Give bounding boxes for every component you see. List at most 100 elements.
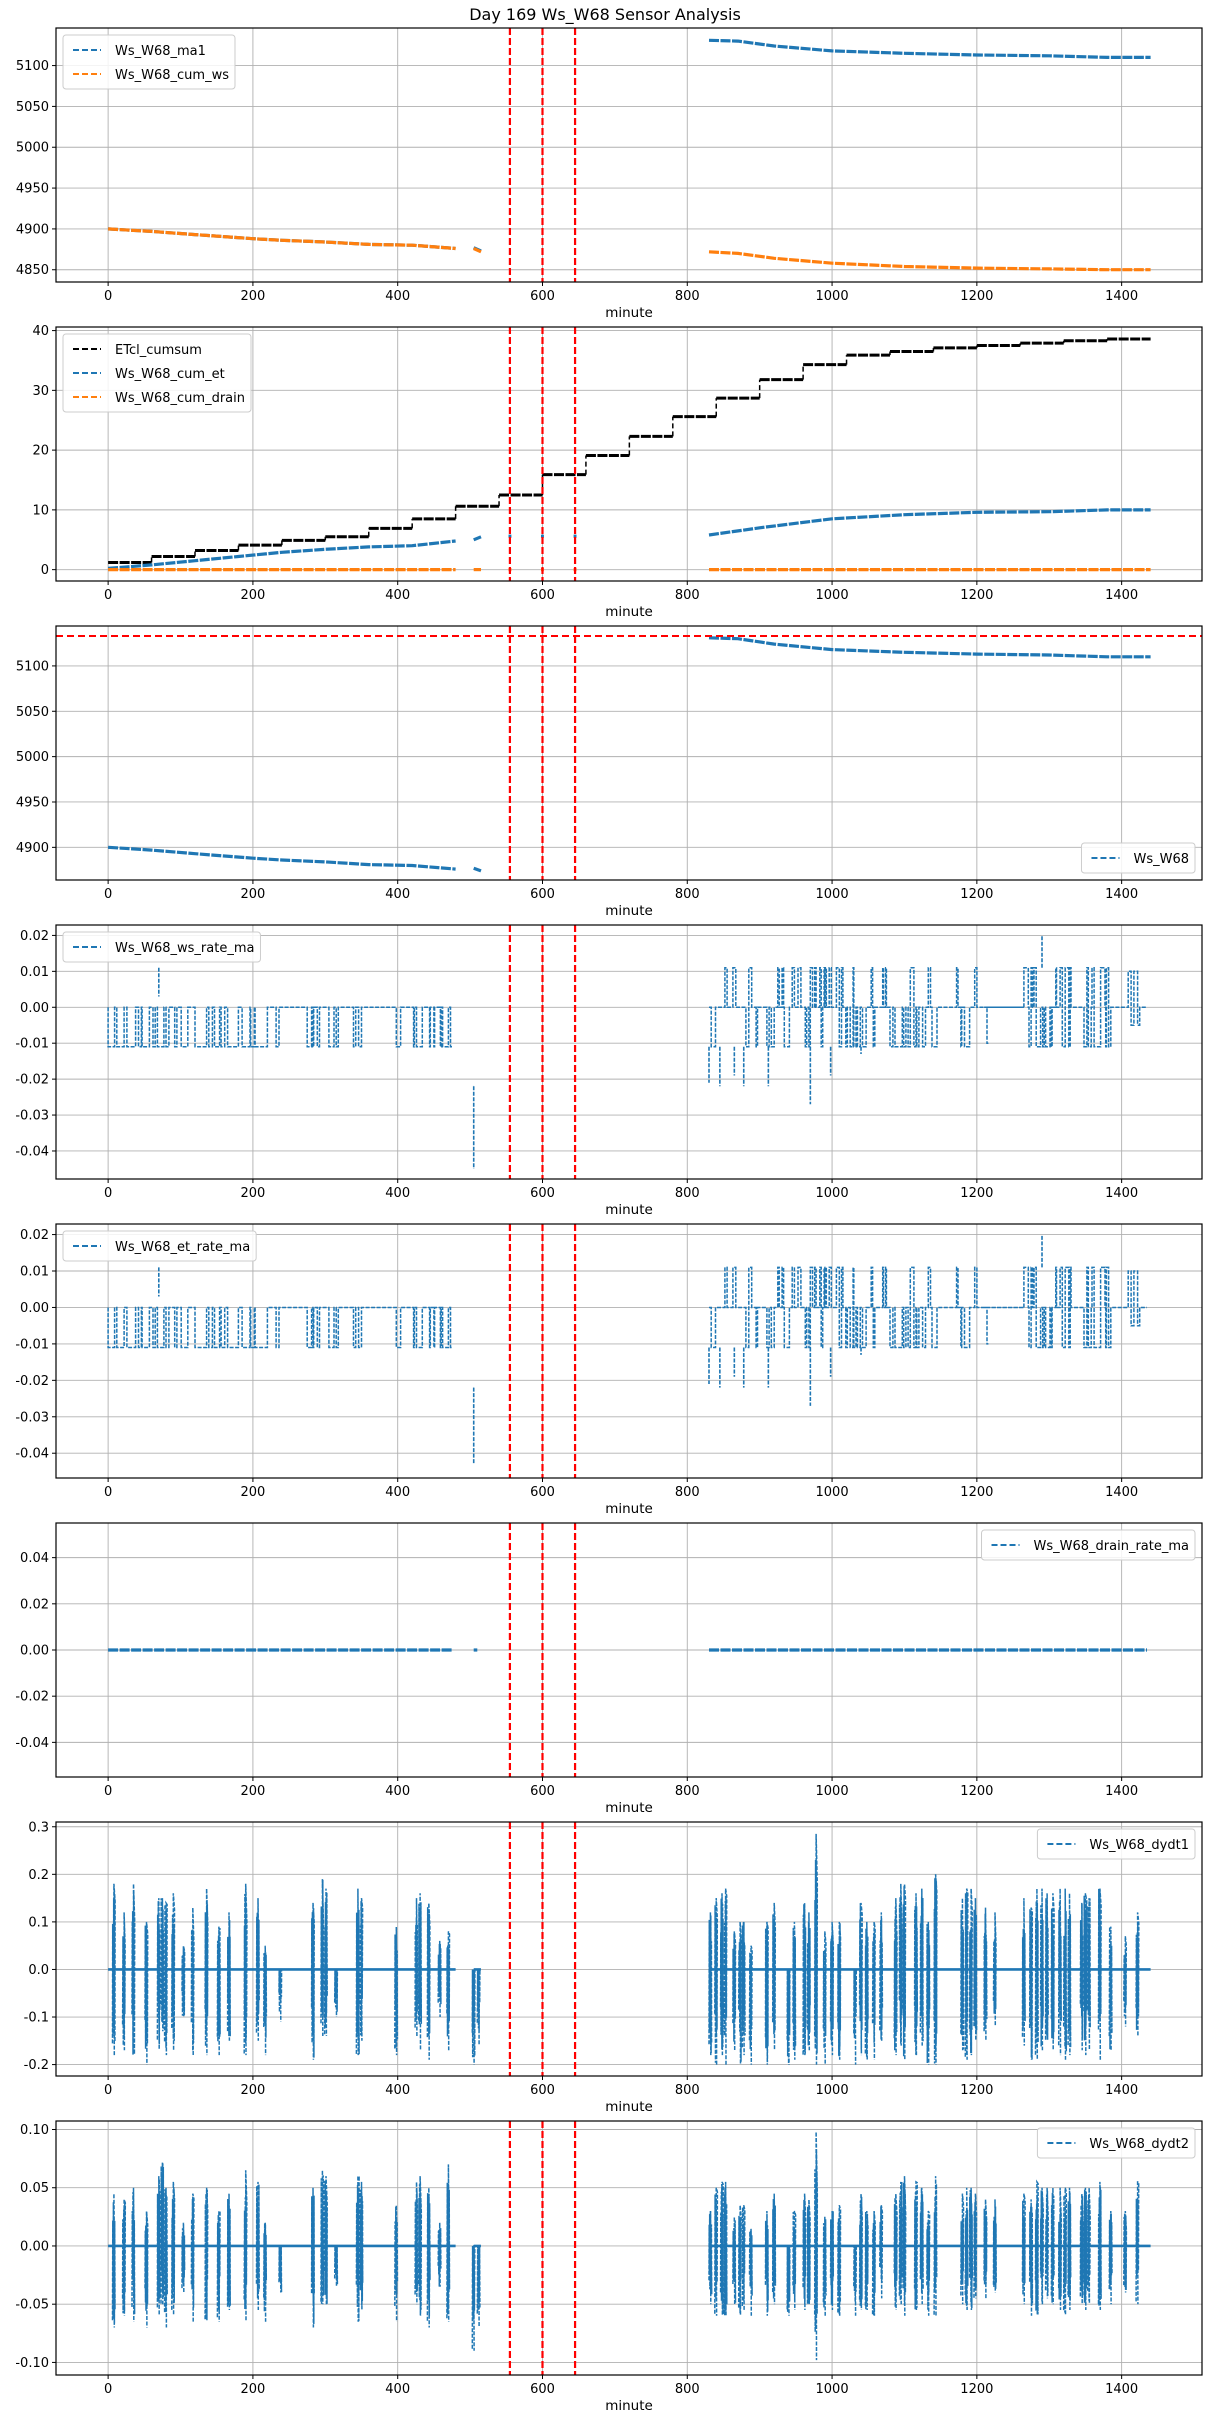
y-tick-label: 5100 [16,59,49,74]
x-tick-label: 0 [104,1784,112,1799]
plot-area [107,327,1151,581]
legend-label: Ws_W68_cum_et [115,367,225,382]
burst-trace [437,2222,442,2287]
x-axis-label: minute [605,604,653,620]
burst-trace [964,1888,969,2060]
burst-trace [719,2181,724,2316]
burst-trace [255,2181,260,2311]
burst-trace [476,1968,481,2046]
burst-trace [471,1968,476,2065]
series-line-Ws_W68_cum_ws [473,247,482,254]
burst-trace [764,2210,769,2316]
axes-frame [55,2120,1203,2376]
burst-trace [837,1921,842,2060]
y-tick-label: 0.01 [20,965,49,980]
burst-trace [1123,2210,1128,2293]
pulse-trace [709,1266,1024,1349]
burst-trace [160,1898,165,2032]
legend: Ws_W68_drain_rate_ma [981,1529,1196,1561]
burst-trace [263,1945,268,2056]
burst-trace [723,1888,728,2065]
burst-trace [1079,1902,1084,2051]
y-tick-label: -0.04 [15,1736,49,1751]
burst-trace [822,1931,827,2065]
burst-trace [446,1931,451,2051]
burst-trace [829,2210,835,2311]
burst-trace [204,2187,209,2322]
x-tick-label: 400 [385,2382,410,2397]
x-tick-label: 800 [675,1784,700,1799]
burst-trace [1108,1926,1113,2051]
burst-trace [893,2193,898,2311]
y-tick-label: 0.04 [20,1551,49,1566]
burst-trace [919,1888,924,2046]
y-tick-label: 4950 [16,182,49,197]
burst-trace [278,2245,283,2293]
legend: Ws_W68_et_rate_ma [62,1230,257,1262]
x-tick-label: 0 [104,2083,112,2098]
burst-trace [973,1898,978,2041]
y-tick-label: 0.01 [20,1265,49,1280]
x-axis-label: minute [605,2099,653,2115]
legend-label: Ws_W68_drain_rate_ma [1034,1539,1189,1554]
axes-frame [55,1223,1203,1479]
burst-trace [278,1968,283,2022]
axes-frame [55,326,1203,582]
y-tick-label: -0.02 [15,1374,49,1389]
legend: Ws_W68_dydt1 [1036,1828,1196,1860]
y-tick-label: -0.02 [15,1690,49,1705]
burst-trace [216,1926,221,2056]
series-Ws_W68_cum_et [107,508,1151,570]
burst-trace [902,2176,907,2316]
burst-trace [310,2187,315,2328]
burst-trace [1021,2193,1026,2305]
burst-trace [786,2245,791,2316]
x-tick-label: 1000 [816,2382,849,2397]
burst-trace [913,1893,919,2056]
x-tick-label: 1200 [960,1485,993,1500]
x-tick-label: 1000 [816,588,849,603]
legend-label: Ws_W68 [1133,852,1189,867]
legend-label: Ws_W68_ws_rate_ma [115,941,254,956]
x-tick-label: 1400 [1105,289,1138,304]
series-line-Ws_W68_cum_et [107,539,456,570]
figure-title: Day 169 Ws_W68 Sensor Analysis [469,5,741,25]
x-tick-label: 800 [675,2083,700,2098]
plot-area [107,1224,1147,1478]
axes-frame [55,924,1203,1180]
series-ETcl_cumsum [108,337,1151,564]
x-tick-label: 1200 [960,289,993,304]
legend-label: Ws_W68_cum_drain [115,391,245,406]
series-Ws_W68_dydt1 [108,1833,1151,2065]
burst-trace [802,1902,807,2056]
burst-trace [1123,1936,1128,2027]
series-Ws_W68_et_rate_ma [107,1234,1147,1465]
burst-trace [898,1883,903,2046]
burst-trace [1083,1893,1088,2056]
series-line-Ws_W68 [708,636,1151,659]
legend-box [1080,842,1196,874]
burst-trace [973,2193,978,2299]
x-tick-label: 0 [104,1485,112,1500]
burst-trace [806,1912,811,2051]
burst-trace [144,1921,149,2065]
legend-item: Ws_W68_cum_et [73,367,225,382]
pulse-trace [1023,967,1147,1048]
x-tick-label: 600 [530,2083,555,2098]
burst-trace [111,1883,116,2056]
burst-trace [786,1968,791,2065]
series-line-Ws_W68_ma1 [708,38,1151,60]
x-axis-label: minute [605,305,653,321]
legend-box [62,931,261,963]
burst-trace [156,1898,161,2051]
y-tick-label: 0.10 [20,2123,49,2138]
burst-trace [426,1902,431,2060]
burst-trace [960,1898,965,2051]
y-tick-label: 40 [32,324,49,339]
burst-trace [131,2187,136,2322]
burst-trace [163,2187,168,2328]
burst-trace [160,2162,165,2305]
x-tick-label: 1200 [960,887,993,902]
pulse-trace [709,967,1024,1048]
